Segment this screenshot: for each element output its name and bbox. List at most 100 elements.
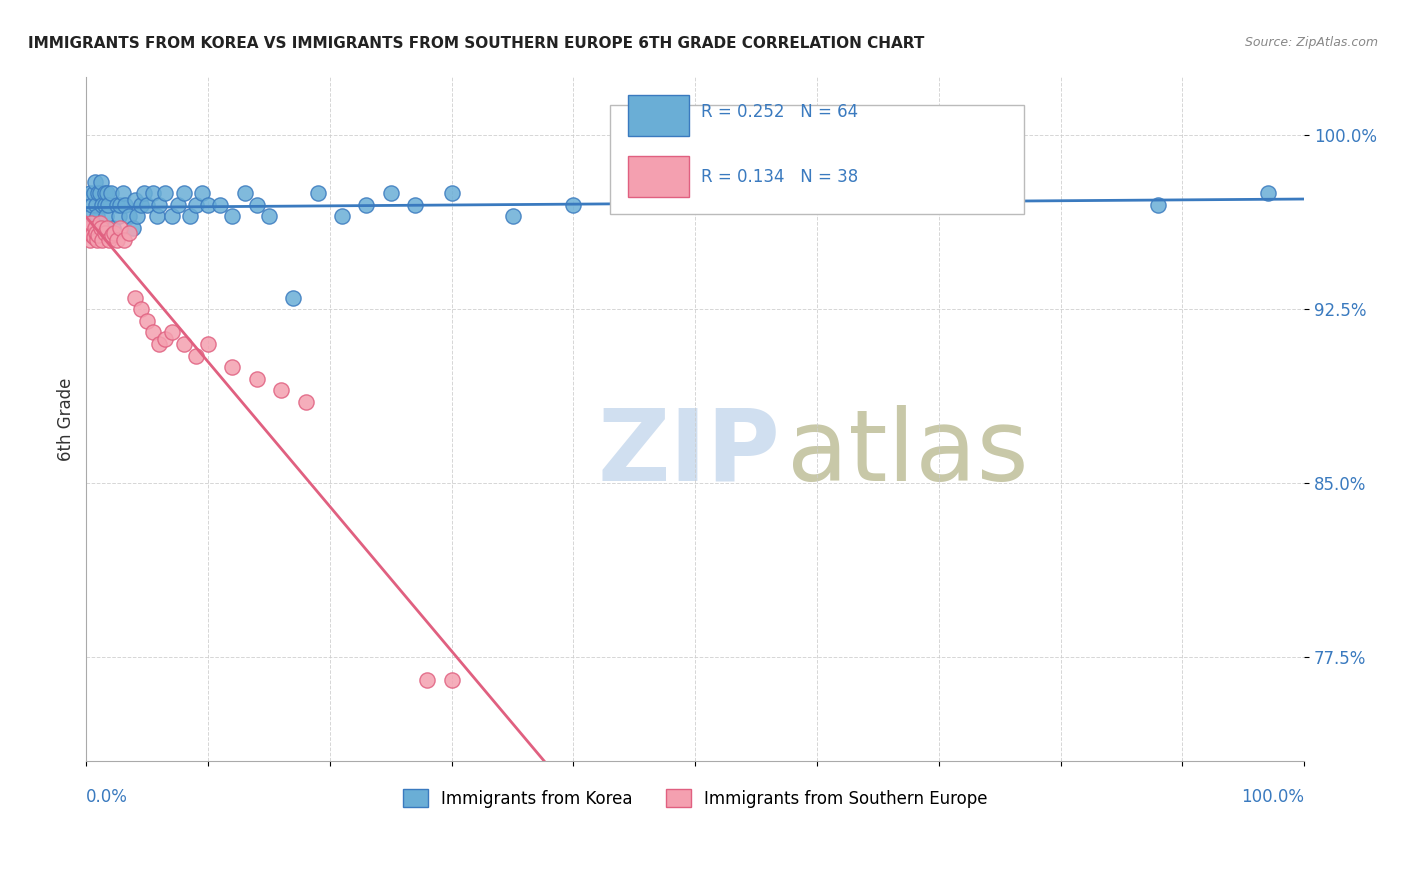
Point [90, 175, 112, 189]
Point [105, 233, 128, 247]
Point [77, 221, 100, 235]
Point [86, 210, 108, 224]
Point [82, 198, 104, 212]
Point [110, 221, 132, 235]
Point [160, 326, 183, 340]
Point [111, 186, 134, 201]
Point [79, 233, 101, 247]
Text: 0.0%: 0.0% [86, 789, 128, 806]
Point [77, 221, 100, 235]
Point [89, 186, 111, 201]
Point [1147, 198, 1170, 212]
Point [356, 198, 378, 212]
Point [160, 210, 183, 224]
Text: R = 0.252   N = 64: R = 0.252 N = 64 [702, 103, 859, 120]
Point [233, 186, 256, 201]
Point [683, 186, 706, 201]
Point [84, 226, 107, 240]
Point [988, 186, 1011, 201]
Text: Source: ZipAtlas.com: Source: ZipAtlas.com [1244, 36, 1378, 49]
Point [221, 210, 243, 224]
Point [136, 198, 159, 212]
Point [129, 198, 152, 212]
Point [82, 221, 104, 235]
Y-axis label: 6th Grade: 6th Grade [58, 377, 75, 461]
FancyBboxPatch shape [610, 104, 1024, 214]
Point [257, 210, 280, 224]
Point [93, 198, 115, 212]
Point [148, 337, 170, 351]
Point [108, 210, 131, 224]
Point [80, 216, 103, 230]
Point [103, 226, 125, 240]
Point [127, 210, 149, 224]
Point [142, 186, 165, 201]
Point [440, 186, 463, 201]
Point [146, 210, 169, 224]
Point [191, 186, 214, 201]
Point [94, 210, 117, 224]
Point [124, 291, 146, 305]
Point [155, 186, 177, 201]
Point [76, 226, 98, 240]
Point [87, 221, 110, 235]
Point [129, 302, 152, 317]
Point [197, 198, 219, 212]
Point [118, 226, 141, 240]
Point [86, 233, 108, 247]
Point [502, 210, 524, 224]
Point [866, 198, 889, 212]
Point [330, 210, 353, 224]
Point [294, 395, 316, 409]
Text: 100.0%: 100.0% [1241, 789, 1305, 806]
Point [79, 186, 101, 201]
Point [87, 186, 110, 201]
Point [416, 673, 439, 687]
Point [166, 198, 188, 212]
Point [283, 291, 305, 305]
Point [173, 337, 195, 351]
Point [1257, 186, 1279, 201]
FancyBboxPatch shape [628, 156, 689, 197]
Point [136, 314, 159, 328]
Point [96, 186, 118, 201]
Point [112, 233, 135, 247]
Point [562, 198, 585, 212]
Point [83, 186, 105, 201]
FancyBboxPatch shape [628, 95, 689, 136]
Point [124, 194, 146, 208]
Point [270, 384, 292, 398]
Point [93, 186, 115, 201]
Point [221, 360, 243, 375]
Point [90, 221, 112, 235]
Point [132, 186, 155, 201]
Point [80, 210, 103, 224]
Point [142, 326, 165, 340]
Text: R = 0.134   N = 38: R = 0.134 N = 38 [702, 168, 859, 186]
Point [380, 186, 402, 201]
Point [83, 221, 105, 235]
Point [184, 349, 207, 363]
Point [91, 233, 114, 247]
Text: ZIP: ZIP [598, 405, 780, 502]
Legend: Immigrants from Korea, Immigrants from Southern Europe: Immigrants from Korea, Immigrants from S… [396, 783, 994, 814]
Point [91, 198, 114, 212]
Point [93, 226, 115, 240]
Point [118, 210, 141, 224]
Text: atlas: atlas [786, 405, 1028, 502]
Point [173, 186, 195, 201]
Point [84, 198, 107, 212]
Point [155, 332, 177, 346]
Point [100, 186, 122, 201]
Point [148, 198, 170, 212]
Point [84, 221, 107, 235]
Point [82, 227, 104, 242]
Point [246, 198, 269, 212]
Point [83, 175, 105, 189]
Point [83, 230, 105, 244]
Point [96, 221, 118, 235]
Point [209, 198, 232, 212]
Point [179, 210, 201, 224]
Point [307, 186, 329, 201]
Point [246, 372, 269, 386]
